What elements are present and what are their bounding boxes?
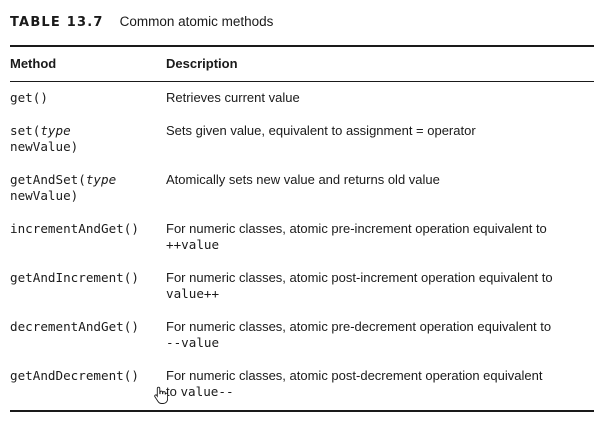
method-cell: get() <box>10 90 48 105</box>
description-cell: For numeric classes, atomic post-decreme… <box>166 368 543 399</box>
bottom-rule <box>10 410 594 412</box>
table-caption: TABLE 13.7 Common atomic methods <box>10 14 273 34</box>
header-method: Method <box>10 56 57 71</box>
method-cell: getAndSet(type newValue) <box>10 172 117 203</box>
method-cell: decrementAndGet() <box>10 319 139 334</box>
header-rule <box>10 81 594 82</box>
description-cell: Sets given value, equivalent to assignme… <box>166 123 476 138</box>
table-title: Common atomic methods <box>119 14 274 29</box>
description-cell: Retrieves current value <box>166 90 300 105</box>
description-cell: For numeric classes, atomic pre-decremen… <box>166 319 552 350</box>
description-cell: For numeric classes, atomic pre-incremen… <box>166 221 547 252</box>
description-cell: For numeric classes, atomic post-increme… <box>166 270 553 301</box>
method-cell: set(type newValue) <box>10 123 79 154</box>
hand-pointer-icon <box>154 386 168 404</box>
method-cell: getAndIncrement() <box>10 270 139 285</box>
header-description: Description <box>166 56 238 71</box>
method-cell: getAndDecrement() <box>10 368 139 383</box>
description-cell: Atomically sets new value and returns ol… <box>166 172 440 187</box>
table-number: TABLE 13.7 <box>10 15 104 30</box>
top-rule <box>10 45 594 47</box>
method-cell: incrementAndGet() <box>10 221 139 236</box>
